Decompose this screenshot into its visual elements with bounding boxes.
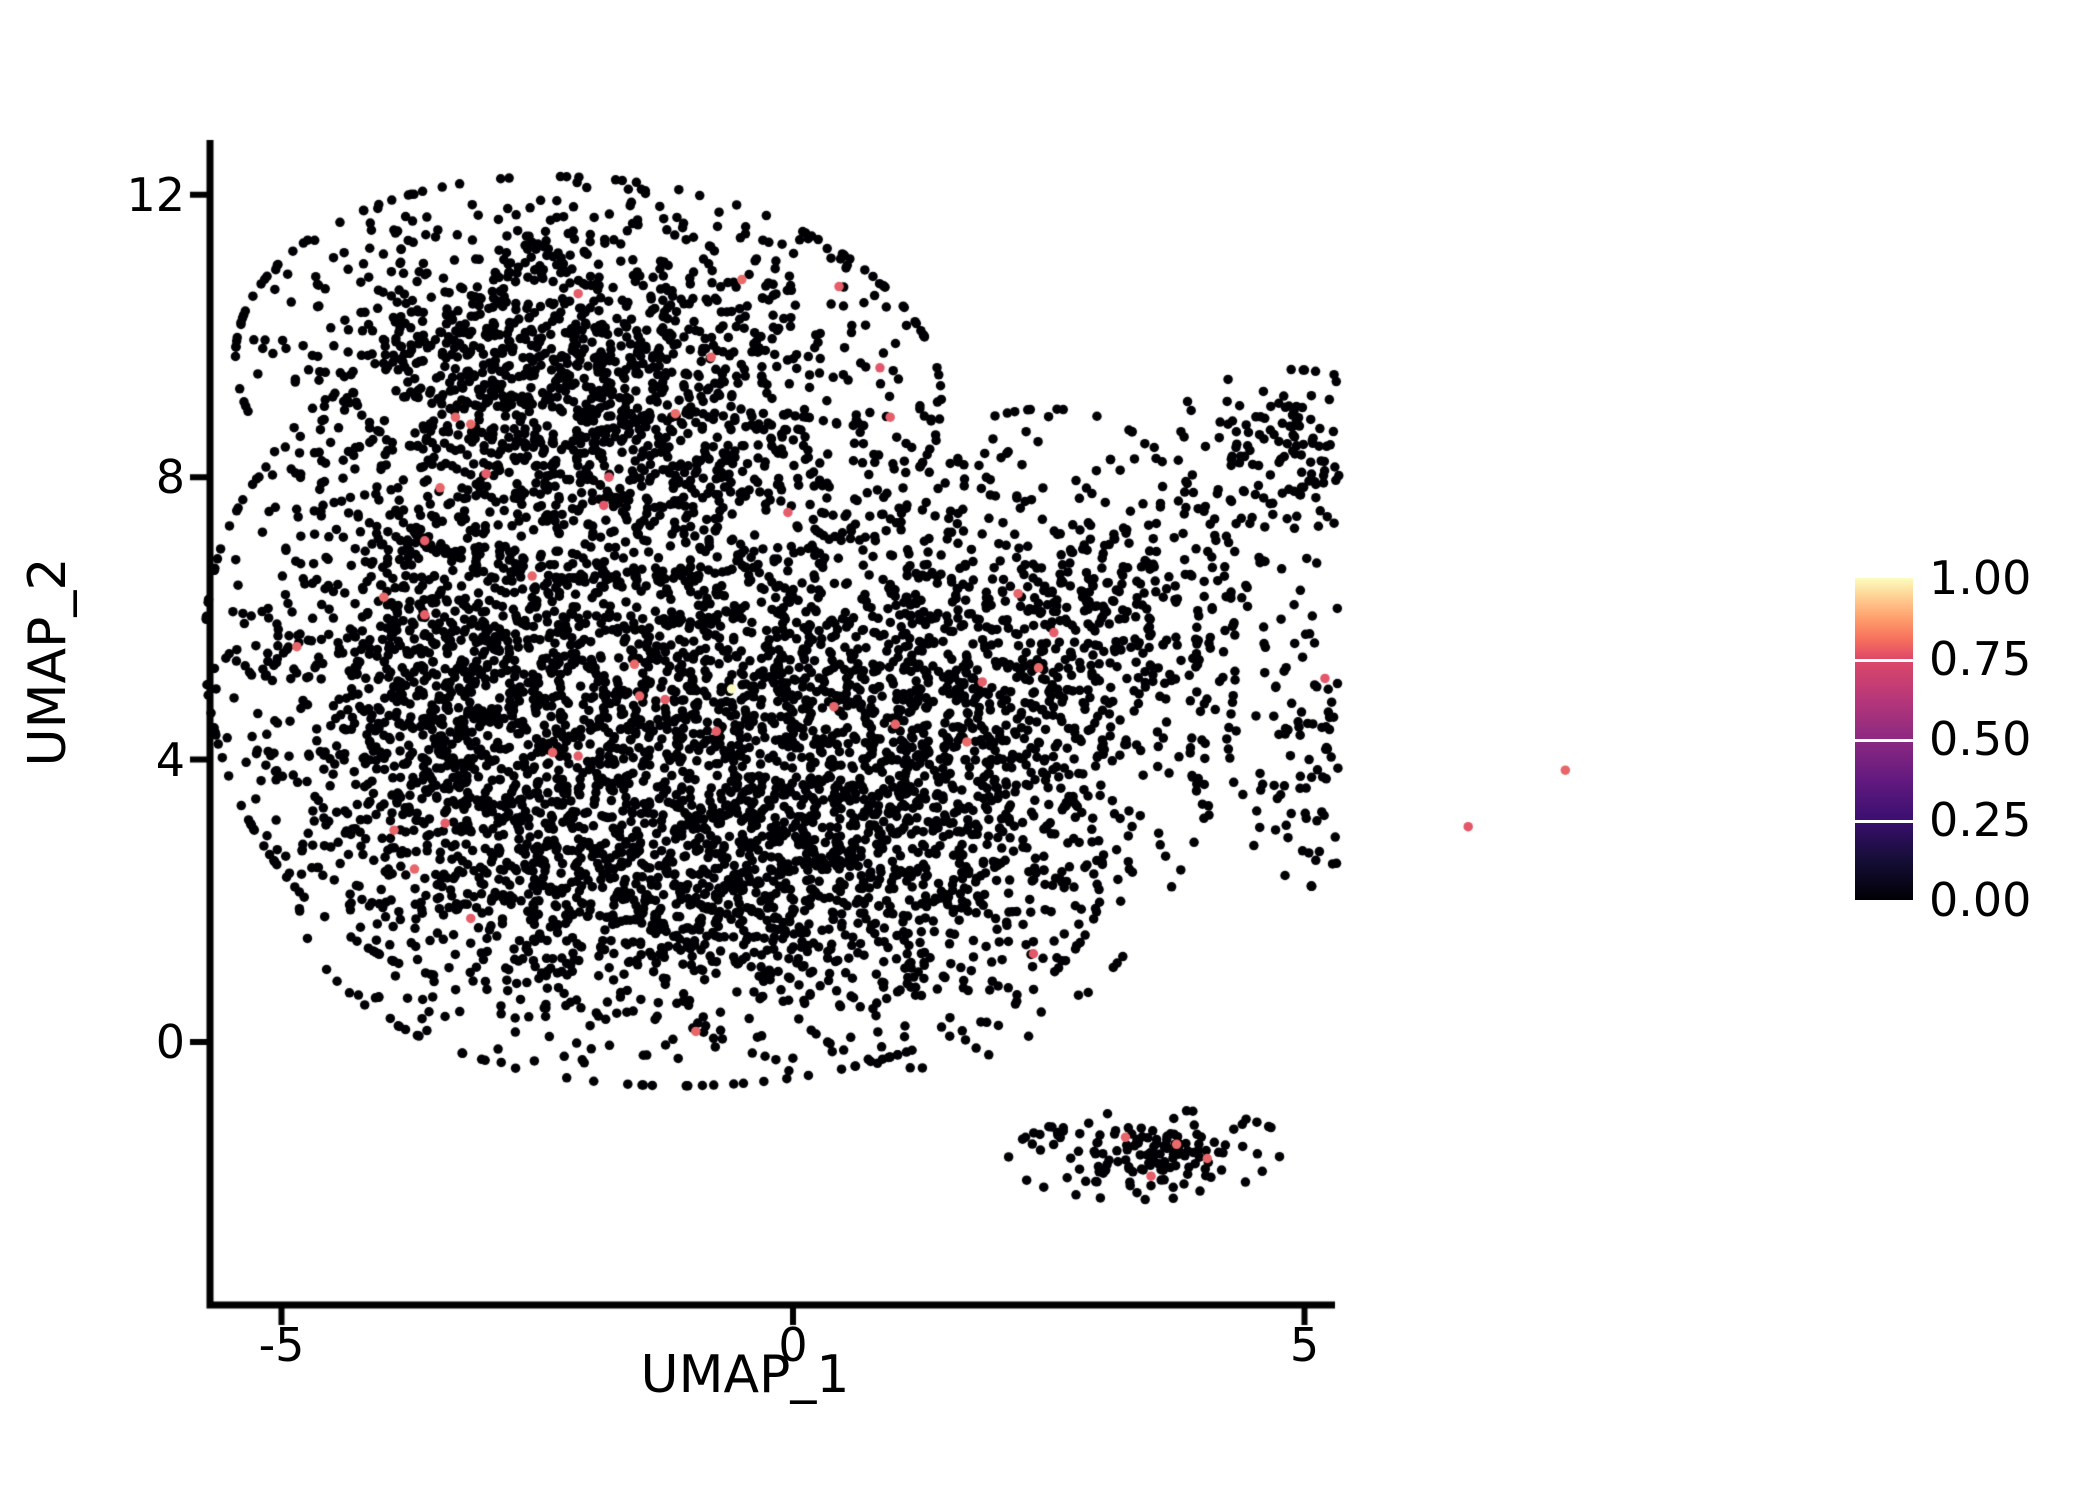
x-tick-label: -5 xyxy=(258,1318,305,1372)
colorbar-tick-label: 0.50 xyxy=(1929,712,2032,766)
colorbar-tick-mark xyxy=(1855,658,1913,662)
colorbar-tick-label: 1.00 xyxy=(1929,551,2032,605)
y-tick-label: 8 xyxy=(155,450,185,505)
colorbar-tick-label: 0.25 xyxy=(1929,792,2032,847)
x-tick-label: 5 xyxy=(1289,1318,1320,1372)
colorbar-tick-label: 0.75 xyxy=(1929,631,2032,686)
y-tick-label: 4 xyxy=(155,732,185,787)
x-axis-label: UMAP_1 xyxy=(640,1345,850,1405)
colorbar-tick-mark xyxy=(1855,819,1913,823)
colorbar-tick-label: 0.00 xyxy=(1929,873,2032,927)
y-tick-label: 0 xyxy=(155,1015,185,1069)
colorbar-tick-mark xyxy=(1855,739,1913,742)
colorbar: 0.00 0.25 0.50 0.75 1.00 xyxy=(1855,551,2031,927)
y-tick-label: 12 xyxy=(126,167,185,222)
x-tick-label: 0 xyxy=(778,1318,808,1372)
